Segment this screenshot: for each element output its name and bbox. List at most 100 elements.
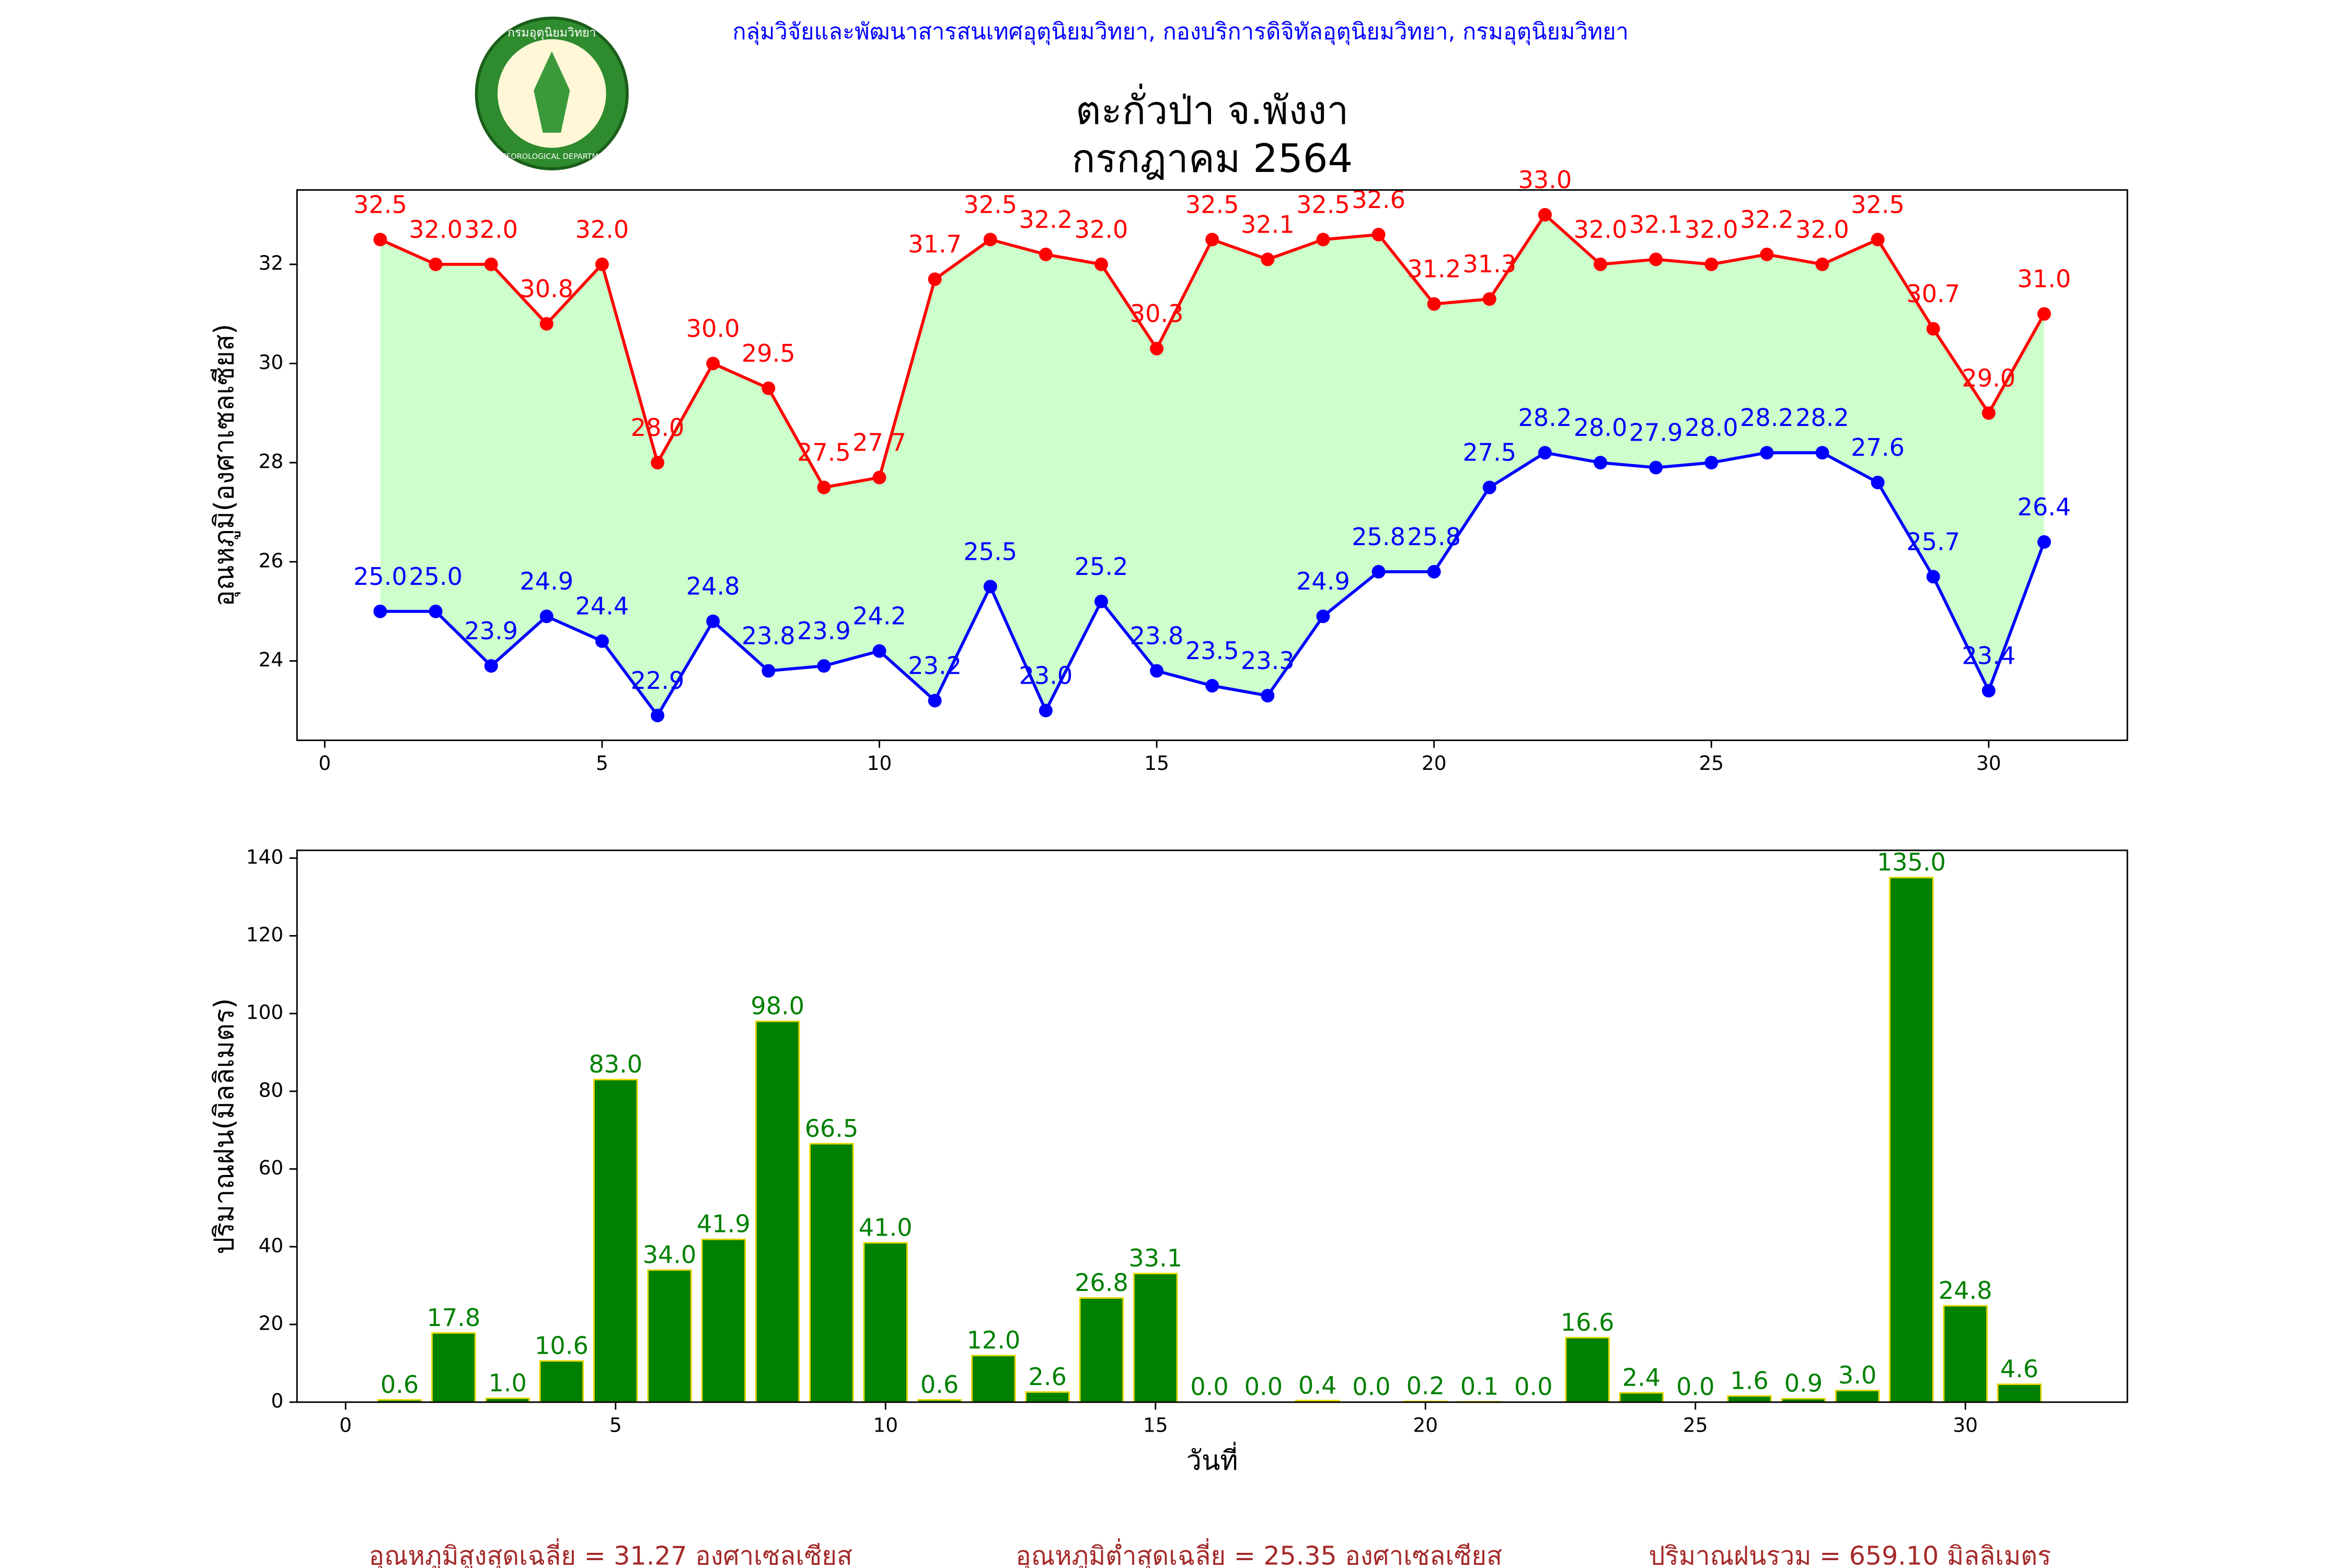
chart-title: ตะกั่วป่า จ.พังงา bbox=[1076, 84, 1349, 133]
bar bbox=[1565, 1336, 1610, 1403]
value-label: 32.5 bbox=[1851, 190, 1905, 218]
value-label: 41.0 bbox=[859, 1213, 913, 1241]
value-label: 28.2 bbox=[1518, 403, 1572, 432]
value-label: 25.0 bbox=[409, 562, 463, 591]
point bbox=[1261, 688, 1275, 702]
value-label: 23.5 bbox=[1185, 637, 1239, 665]
point bbox=[595, 257, 609, 271]
value-label: 16.6 bbox=[1561, 1308, 1615, 1336]
value-label: 24.9 bbox=[520, 567, 573, 595]
value-label: 0.0 bbox=[1352, 1373, 1390, 1401]
value-label: 25.7 bbox=[1906, 527, 1960, 556]
x-tick-label: 25 bbox=[1683, 1413, 1708, 1436]
point bbox=[1316, 609, 1330, 624]
value-label: 32.0 bbox=[575, 215, 629, 244]
value-label: 23.8 bbox=[742, 622, 795, 650]
value-label: 23.0 bbox=[1019, 661, 1073, 689]
value-label: 28.0 bbox=[1685, 413, 1738, 442]
point bbox=[1760, 247, 1774, 261]
x-tick-label: 30 bbox=[1953, 1413, 1978, 1436]
value-label: 23.9 bbox=[464, 617, 518, 645]
value-label: 98.0 bbox=[751, 992, 804, 1020]
bar bbox=[1889, 877, 1934, 1403]
value-label: 22.9 bbox=[631, 666, 685, 695]
point bbox=[429, 257, 443, 271]
chart-subtitle: กรกฎาคม 2564 bbox=[1071, 135, 1353, 181]
y-axis-label: อุณหภูมิ(องศาเซลเซียส) bbox=[209, 324, 241, 606]
value-label: 31.0 bbox=[2017, 265, 2071, 293]
y-tick-label: 30 bbox=[259, 351, 284, 374]
value-label: 25.2 bbox=[1075, 552, 1128, 581]
value-label: 23.4 bbox=[1962, 642, 2016, 670]
x-tick-label: 5 bbox=[596, 752, 608, 775]
point bbox=[1981, 406, 1996, 420]
value-label: 33.0 bbox=[1518, 166, 1572, 194]
x-tick-label: 15 bbox=[1143, 1413, 1168, 1436]
y-tick-label: 140 bbox=[246, 845, 284, 868]
y-tick-label: 80 bbox=[259, 1078, 284, 1101]
value-label: 34.0 bbox=[643, 1240, 697, 1269]
x-tick-label: 10 bbox=[867, 752, 892, 775]
value-label: 0.0 bbox=[1676, 1373, 1714, 1401]
point bbox=[539, 317, 554, 331]
value-label: 0.0 bbox=[1190, 1373, 1228, 1401]
value-label: 0.0 bbox=[1244, 1373, 1283, 1401]
value-label: 26.4 bbox=[2017, 493, 2071, 521]
value-label: 3.0 bbox=[1838, 1361, 1876, 1389]
point bbox=[429, 604, 443, 618]
value-label: 135.0 bbox=[1877, 848, 1946, 877]
point bbox=[817, 480, 831, 494]
value-label: 32.2 bbox=[1019, 205, 1073, 234]
point bbox=[928, 694, 942, 708]
point bbox=[1205, 679, 1219, 693]
value-label: 23.9 bbox=[797, 617, 851, 645]
value-label: 28.0 bbox=[631, 413, 685, 442]
value-label: 83.0 bbox=[589, 1050, 642, 1078]
point bbox=[2037, 535, 2051, 549]
point bbox=[762, 381, 776, 395]
point bbox=[1482, 292, 1496, 306]
point bbox=[1704, 257, 1719, 271]
y-tick-label: 100 bbox=[246, 1001, 284, 1024]
value-label: 32.0 bbox=[464, 215, 518, 244]
point bbox=[1039, 704, 1053, 718]
point bbox=[1371, 227, 1386, 241]
point bbox=[1981, 684, 1996, 698]
value-label: 24.8 bbox=[1939, 1276, 1992, 1305]
point bbox=[1261, 252, 1275, 267]
point bbox=[1150, 664, 1164, 678]
x-tick-label: 0 bbox=[318, 752, 331, 775]
point bbox=[484, 257, 498, 271]
point bbox=[1427, 564, 1441, 579]
point bbox=[762, 664, 776, 678]
value-label: 23.8 bbox=[1130, 622, 1184, 650]
logo-top: กรมอุตุนิยมวิทยา bbox=[508, 26, 596, 40]
point bbox=[706, 356, 720, 371]
value-label: 0.6 bbox=[381, 1370, 419, 1399]
value-label: 32.0 bbox=[1685, 215, 1738, 244]
bar bbox=[647, 1269, 692, 1403]
footer-stat: อุณหภูมิต่ำสุดเฉลี่ย = 25.35 องศาเซลเซีย… bbox=[1016, 1538, 1502, 1568]
value-label: 24.2 bbox=[852, 602, 906, 630]
bar bbox=[539, 1360, 584, 1403]
value-label: 33.1 bbox=[1128, 1244, 1182, 1272]
value-label: 30.0 bbox=[686, 314, 740, 342]
point bbox=[1871, 476, 1885, 490]
point bbox=[1815, 446, 1829, 460]
value-label: 0.1 bbox=[1460, 1372, 1498, 1400]
logo-bottom: METEOROLOGICAL DEPARTMENT bbox=[490, 153, 614, 161]
y-tick-label: 24 bbox=[259, 648, 284, 671]
value-label: 31.3 bbox=[1462, 250, 1516, 278]
value-label: 28.0 bbox=[1574, 413, 1628, 442]
logo: กรมอุตุนิยมวิทยา METEOROLOGICAL DEPARTME… bbox=[475, 16, 629, 170]
bar bbox=[701, 1238, 746, 1403]
bar bbox=[1079, 1297, 1124, 1403]
point bbox=[1316, 233, 1330, 247]
point bbox=[1649, 460, 1663, 475]
bar bbox=[1727, 1395, 1772, 1403]
point bbox=[1704, 456, 1719, 470]
footer-stat: ปริมาณฝนรวม = 659.10 มิลลิเมตร bbox=[1648, 1540, 2051, 1568]
axes-frame bbox=[296, 189, 2128, 741]
value-label: 30.8 bbox=[520, 275, 573, 303]
